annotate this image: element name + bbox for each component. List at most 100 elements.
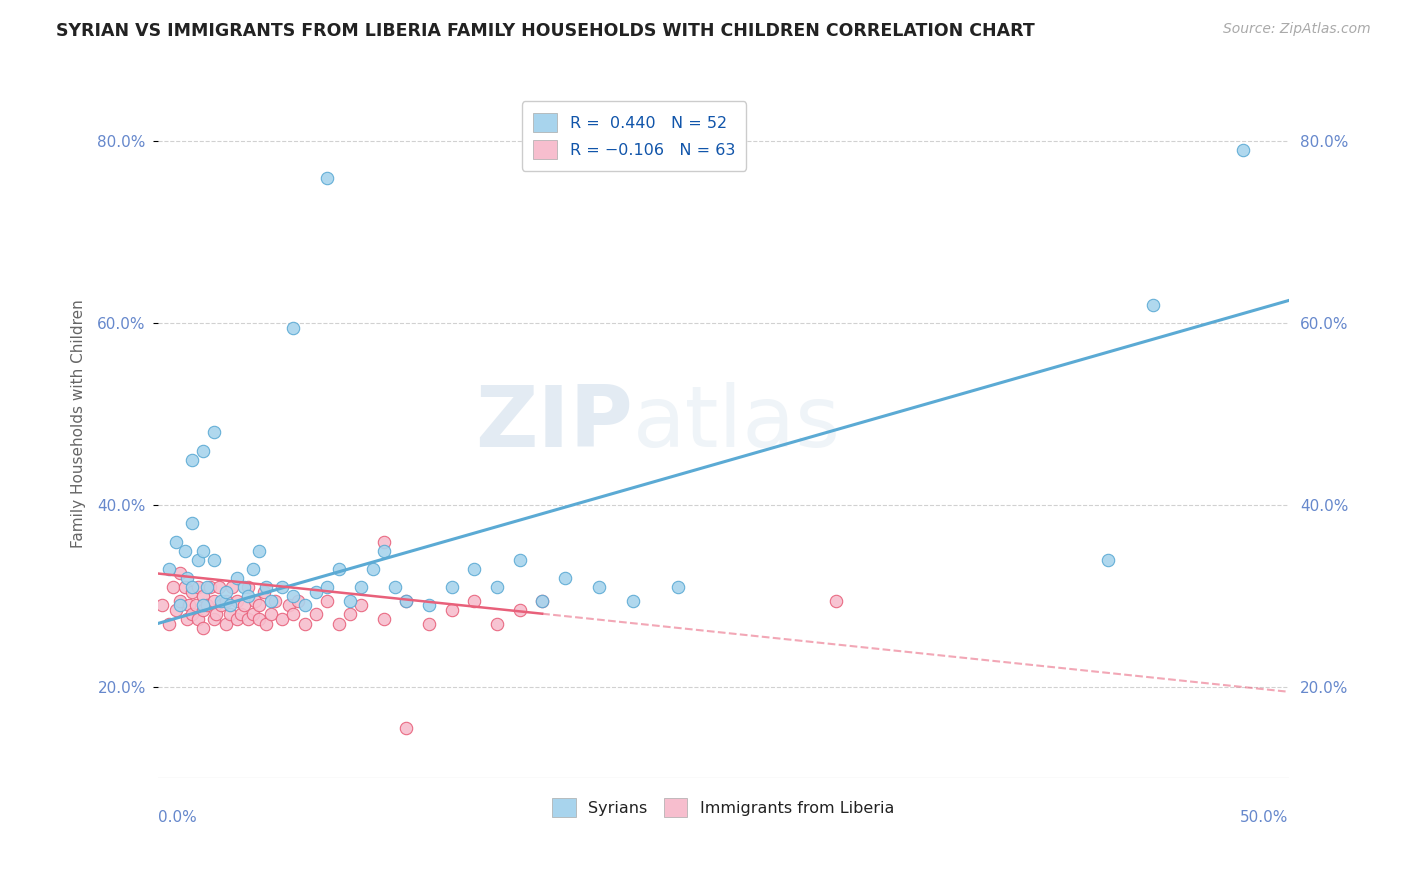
Point [509, 553, 531, 567]
Point [253, 584, 276, 599]
Point [825, 594, 848, 608]
Point [277, 599, 299, 613]
Point [219, 599, 242, 613]
Point [294, 599, 316, 613]
Point [294, 616, 316, 631]
Point [180, 584, 202, 599]
Point [236, 580, 259, 594]
Point [221, 580, 243, 594]
Point [339, 594, 361, 608]
Text: SYRIAN VS IMMIGRANTS FROM LIBERIA FAMILY HOUSEHOLDS WITH CHILDREN CORRELATION CH: SYRIAN VS IMMIGRANTS FROM LIBERIA FAMILY… [56, 22, 1035, 40]
Point [169, 599, 191, 613]
Point [180, 580, 202, 594]
Point [214, 584, 236, 599]
Point [209, 594, 232, 608]
Point [1097, 553, 1119, 567]
Point [373, 534, 395, 549]
Point [191, 589, 214, 603]
Point [198, 580, 221, 594]
Y-axis label: Family Households with Children: Family Households with Children [72, 299, 86, 548]
Point [316, 580, 339, 594]
Point [666, 580, 689, 594]
Point [395, 721, 418, 735]
Point [485, 616, 508, 631]
Point [187, 553, 209, 567]
Point [191, 543, 214, 558]
Point [328, 616, 350, 631]
Point [283, 589, 305, 603]
Point [202, 425, 225, 440]
Text: ZIP: ZIP [475, 382, 633, 465]
Point [395, 594, 418, 608]
Point [350, 580, 373, 594]
Point [1232, 144, 1254, 158]
Point [254, 580, 277, 594]
Point [418, 616, 440, 631]
Point [554, 571, 576, 585]
Point [373, 612, 395, 626]
Point [328, 562, 350, 576]
Point [621, 594, 644, 608]
Point [208, 580, 231, 594]
Point [232, 599, 254, 613]
Point [373, 543, 395, 558]
Point [165, 534, 187, 549]
Point [350, 599, 373, 613]
Point [531, 594, 554, 608]
Point [176, 571, 198, 585]
Point [187, 612, 209, 626]
Point [531, 594, 554, 608]
Text: 0.0%: 0.0% [157, 810, 197, 825]
Point [191, 443, 214, 458]
Point [305, 607, 328, 622]
Point [225, 571, 247, 585]
Point [254, 616, 277, 631]
Point [184, 599, 207, 613]
Point [249, 599, 271, 613]
Point [150, 599, 173, 613]
Point [205, 607, 228, 622]
Point [179, 599, 201, 613]
Point [339, 607, 361, 622]
Point [271, 580, 294, 594]
Point [249, 543, 271, 558]
Point [214, 616, 236, 631]
Point [260, 607, 283, 622]
Point [209, 599, 232, 613]
Point [169, 566, 191, 581]
Point [214, 594, 236, 608]
Point [316, 594, 339, 608]
Point [243, 594, 266, 608]
Point [242, 607, 264, 622]
Point [418, 599, 440, 613]
Point [283, 607, 305, 622]
Point [157, 562, 180, 576]
Point [197, 599, 219, 613]
Point [231, 607, 253, 622]
Point [219, 607, 242, 622]
Text: atlas: atlas [633, 382, 841, 465]
Point [463, 562, 485, 576]
Point [236, 589, 259, 603]
Point [384, 580, 406, 594]
Point [191, 621, 214, 635]
Point [316, 170, 339, 185]
Point [440, 580, 463, 594]
Point [202, 612, 225, 626]
Text: Source: ZipAtlas.com: Source: ZipAtlas.com [1223, 22, 1371, 37]
Point [225, 612, 247, 626]
Point [173, 543, 195, 558]
Point [225, 594, 247, 608]
Point [242, 562, 264, 576]
Point [169, 594, 191, 608]
Point [180, 452, 202, 467]
Point [165, 603, 187, 617]
Text: 50.0%: 50.0% [1240, 810, 1288, 825]
Point [395, 594, 418, 608]
Point [287, 594, 309, 608]
Point [305, 584, 328, 599]
Point [588, 580, 610, 594]
Point [260, 594, 283, 608]
Point [191, 599, 214, 613]
Point [180, 607, 202, 622]
